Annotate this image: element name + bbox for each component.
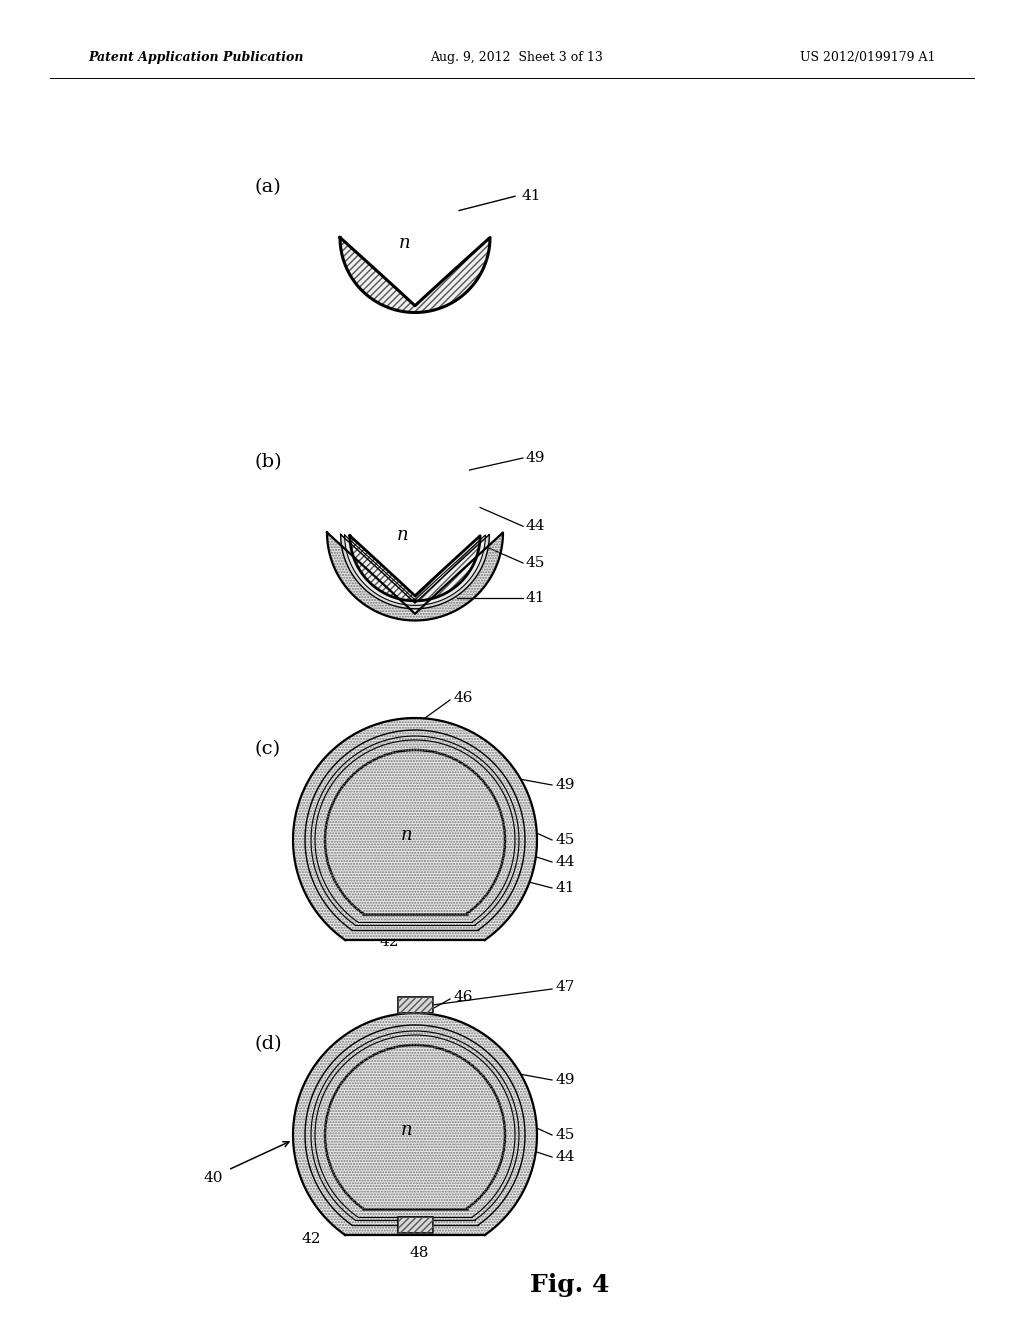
Polygon shape [397, 1217, 432, 1233]
Text: Aug. 9, 2012  Sheet 3 of 13: Aug. 9, 2012 Sheet 3 of 13 [430, 51, 603, 65]
Text: 49: 49 [526, 451, 546, 465]
Text: 42: 42 [380, 935, 399, 949]
Polygon shape [305, 730, 525, 931]
Text: 41: 41 [526, 590, 546, 605]
Text: 42: 42 [301, 1232, 321, 1246]
Text: 47: 47 [555, 979, 574, 994]
Polygon shape [397, 997, 432, 1012]
Text: 44: 44 [555, 1150, 574, 1164]
Text: 41: 41 [555, 880, 574, 895]
Text: 48: 48 [410, 1246, 429, 1261]
Polygon shape [327, 532, 503, 620]
Text: 44: 44 [555, 855, 574, 869]
Polygon shape [325, 750, 505, 913]
Polygon shape [311, 1031, 519, 1220]
Text: 46: 46 [453, 690, 472, 705]
Text: 49: 49 [555, 777, 574, 792]
Polygon shape [345, 535, 485, 606]
Text: 45: 45 [526, 556, 546, 570]
Text: n: n [399, 234, 411, 252]
Text: 41: 41 [522, 189, 542, 202]
Polygon shape [350, 536, 480, 601]
Text: 44: 44 [526, 519, 546, 533]
Text: 40: 40 [203, 1171, 223, 1185]
Polygon shape [293, 1012, 537, 1236]
Text: 45: 45 [555, 833, 574, 847]
Text: Fig. 4: Fig. 4 [530, 1272, 609, 1298]
Text: Patent Application Publication: Patent Application Publication [88, 51, 303, 65]
Polygon shape [311, 737, 519, 925]
Text: n: n [397, 525, 409, 544]
Polygon shape [315, 1035, 515, 1217]
Text: (c): (c) [255, 741, 282, 758]
Polygon shape [341, 535, 489, 609]
Text: 45: 45 [555, 1129, 574, 1142]
Polygon shape [325, 1045, 505, 1209]
Polygon shape [340, 238, 490, 313]
Text: n: n [401, 826, 413, 843]
Text: 46: 46 [453, 990, 472, 1005]
Polygon shape [293, 718, 537, 940]
Text: US 2012/0199179 A1: US 2012/0199179 A1 [800, 51, 936, 65]
Text: 49: 49 [555, 1073, 574, 1086]
Polygon shape [305, 1026, 525, 1225]
Text: n: n [401, 1121, 413, 1139]
Polygon shape [315, 741, 515, 921]
Text: (a): (a) [255, 178, 282, 195]
Text: (d): (d) [255, 1035, 283, 1053]
Text: (b): (b) [255, 453, 283, 471]
